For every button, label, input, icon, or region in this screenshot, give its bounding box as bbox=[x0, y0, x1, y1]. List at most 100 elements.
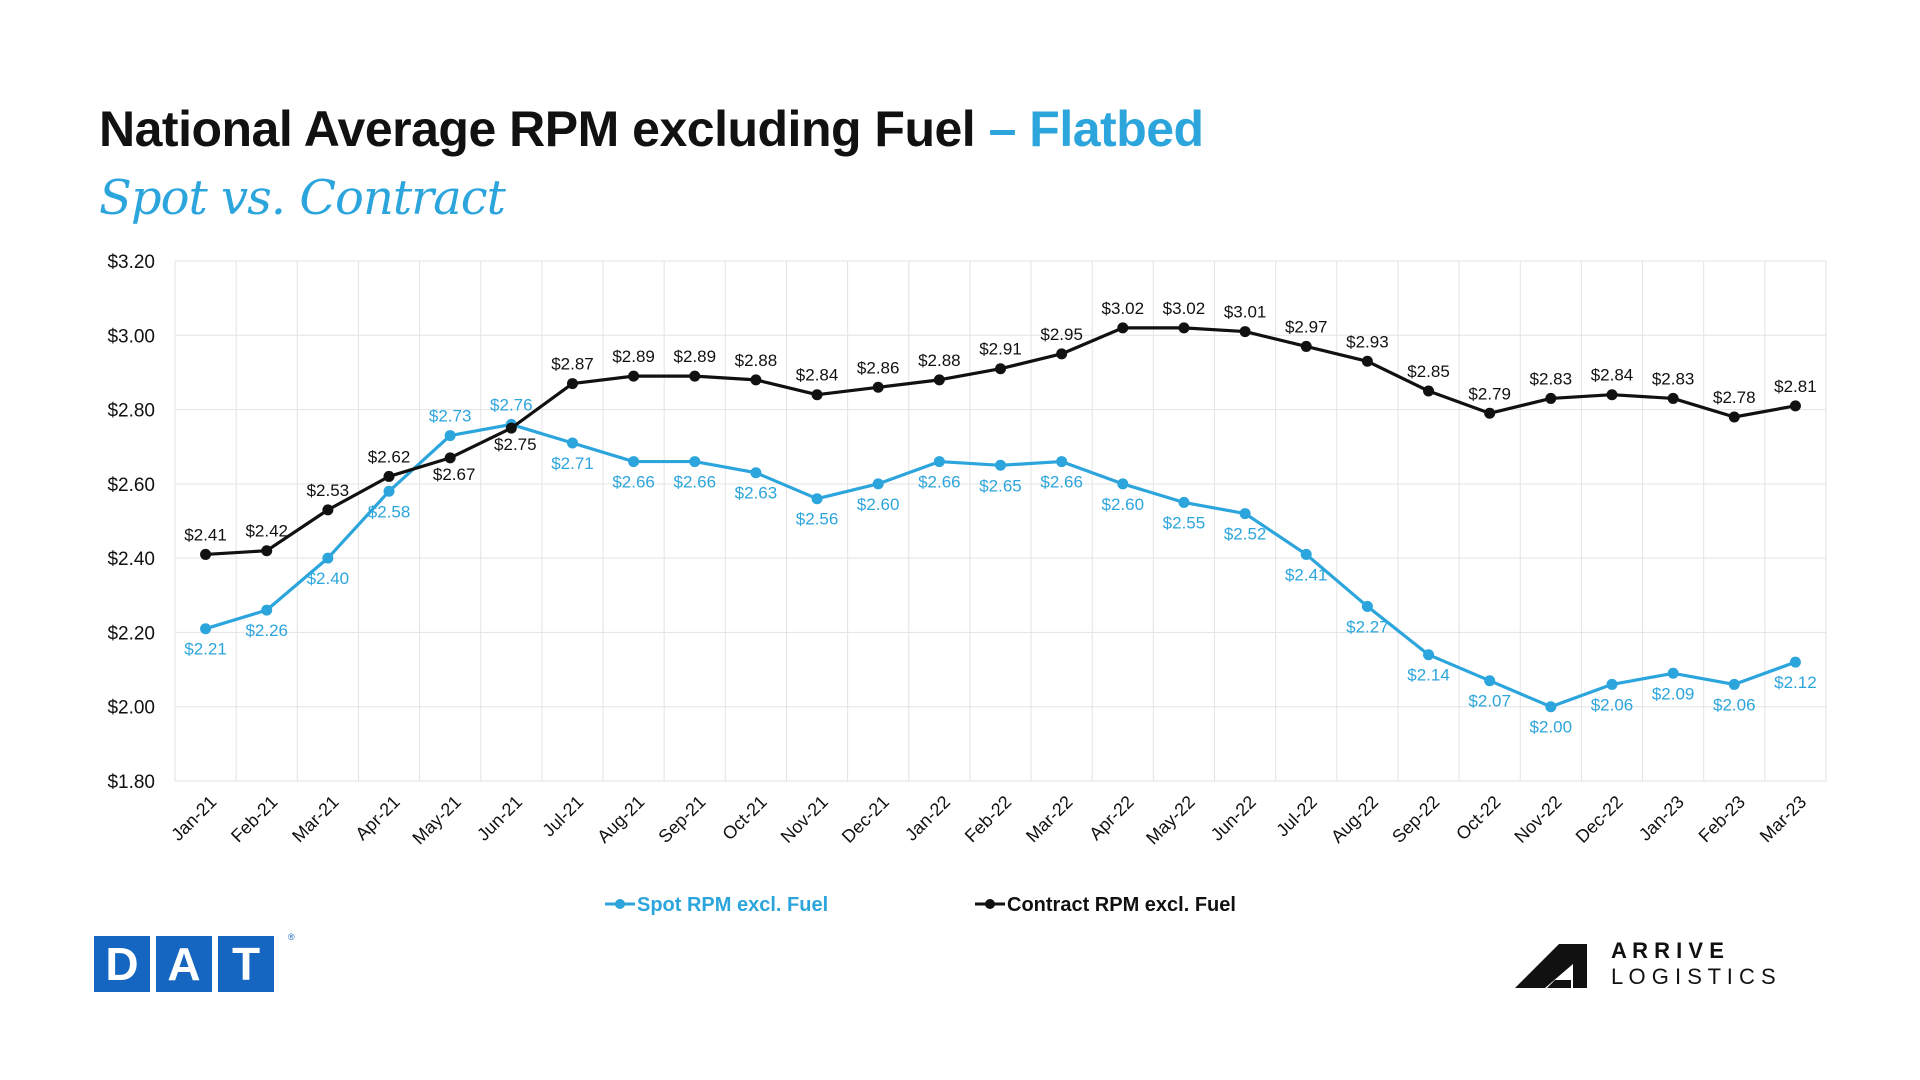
x-tick-label: Feb-22 bbox=[961, 792, 1015, 846]
x-tick-label: Sep-22 bbox=[1388, 792, 1443, 847]
contract-data-point bbox=[1239, 326, 1251, 338]
spot-data-point bbox=[1056, 456, 1068, 468]
contract-data-point bbox=[1606, 389, 1618, 401]
contract-data-point bbox=[811, 389, 823, 401]
spot-data-point bbox=[1667, 667, 1679, 679]
contract-data-label: $2.91 bbox=[979, 340, 1022, 359]
contract-data-label: $2.84 bbox=[1591, 366, 1634, 385]
x-tick-label: Mar-22 bbox=[1022, 792, 1076, 846]
contract-data-label: $2.89 bbox=[612, 347, 655, 366]
arrive-word: A R R I V E bbox=[1611, 938, 1724, 963]
spot-data-label: $2.41 bbox=[1285, 565, 1328, 584]
spot-data-point bbox=[872, 478, 884, 490]
spot-data-point bbox=[383, 485, 395, 497]
spot-data-point bbox=[628, 456, 640, 468]
legend-contract-label: Contract RPM excl. Fuel bbox=[1007, 894, 1236, 916]
contract-data-label: $2.81 bbox=[1774, 377, 1817, 396]
spot-data-label: $2.00 bbox=[1530, 718, 1573, 737]
contract-data-label: $2.85 bbox=[1407, 362, 1450, 381]
spot-data-point bbox=[200, 623, 212, 635]
y-tick-label: $2.40 bbox=[107, 549, 155, 570]
contract-data-point bbox=[1728, 411, 1740, 423]
chart-subtitle: Spot vs. Contract bbox=[99, 170, 506, 226]
x-tick-label: Dec-22 bbox=[1572, 792, 1627, 847]
contract-data-label: $3.01 bbox=[1224, 303, 1267, 322]
spot-data-label: $2.26 bbox=[245, 621, 288, 640]
arrive-logistics-logo: A R R I V E L O G I S T I C S bbox=[1515, 938, 1855, 998]
spot-data-point bbox=[1117, 478, 1129, 490]
contract-data-point bbox=[750, 374, 762, 386]
spot-data-label: $2.07 bbox=[1468, 692, 1511, 711]
spot-data-label: $2.60 bbox=[1102, 495, 1145, 514]
spot-data-label: $2.55 bbox=[1163, 513, 1206, 532]
dat-registered-mark: ® bbox=[288, 932, 295, 942]
spot-data-point bbox=[1361, 600, 1373, 612]
x-tick-label: May-22 bbox=[1142, 792, 1199, 849]
spot-data-point bbox=[1545, 701, 1557, 713]
contract-data-label: $2.95 bbox=[1040, 325, 1083, 344]
x-tick-label: Apr-21 bbox=[351, 792, 403, 844]
contract-data-point bbox=[383, 470, 395, 482]
spot-data-label: $2.06 bbox=[1713, 695, 1756, 714]
contract-data-point bbox=[1361, 355, 1373, 367]
spot-data-point bbox=[689, 456, 701, 468]
x-tick-label: Jun-22 bbox=[1207, 792, 1260, 845]
contract-data-label: $2.79 bbox=[1468, 384, 1511, 403]
contract-data-point bbox=[872, 381, 884, 393]
logistics-word: L O G I S T I C S bbox=[1611, 964, 1776, 989]
x-tick-label: Feb-23 bbox=[1695, 792, 1749, 846]
contract-data-point bbox=[1117, 322, 1129, 334]
spot-data-label: $2.40 bbox=[307, 569, 350, 588]
spot-data-point bbox=[566, 437, 578, 449]
spot-data-point bbox=[1728, 678, 1740, 690]
x-tick-label: Aug-22 bbox=[1327, 792, 1382, 847]
contract-data-label: $2.97 bbox=[1285, 317, 1328, 336]
spot-data-point bbox=[1423, 649, 1435, 661]
spot-data-point bbox=[1300, 548, 1312, 560]
contract-data-point bbox=[933, 374, 945, 386]
contract-data-label: $2.93 bbox=[1346, 332, 1389, 351]
x-tick-label: Aug-21 bbox=[593, 792, 648, 847]
y-tick-label: $2.80 bbox=[107, 401, 155, 422]
spot-data-point bbox=[1178, 496, 1190, 508]
dat-logo: D A T ® bbox=[94, 932, 295, 992]
x-tick-label: Jul-22 bbox=[1272, 792, 1321, 841]
contract-data-point bbox=[689, 370, 701, 382]
contract-data-point bbox=[1056, 348, 1068, 360]
spot-data-label: $2.66 bbox=[1040, 473, 1083, 492]
spot-data-point bbox=[995, 459, 1006, 471]
x-tick-label: Apr-22 bbox=[1085, 792, 1137, 844]
spot-data-point bbox=[933, 456, 945, 468]
x-tick-label: Jan-22 bbox=[901, 792, 954, 845]
contract-data-label: $2.42 bbox=[245, 522, 288, 541]
spot-data-label: $2.58 bbox=[368, 502, 411, 521]
contract-data-point bbox=[1789, 400, 1801, 412]
chart-title: National Average RPM excluding Fuel – Fl… bbox=[99, 100, 1204, 158]
spot-data-label: $2.06 bbox=[1591, 695, 1634, 714]
spot-data-point bbox=[322, 552, 334, 564]
contract-data-label: $2.89 bbox=[673, 347, 716, 366]
legend-spot-label: Spot RPM excl. Fuel bbox=[637, 894, 828, 916]
contract-data-point bbox=[261, 545, 273, 557]
arrive-mark-icon bbox=[1515, 944, 1587, 988]
x-tick-label: Nov-21 bbox=[777, 792, 832, 847]
spot-data-label: $2.71 bbox=[551, 454, 594, 473]
x-tick-label: Dec-21 bbox=[838, 792, 893, 847]
x-tick-label: Feb-21 bbox=[227, 792, 281, 846]
spot-data-point bbox=[750, 467, 762, 479]
contract-data-point bbox=[1545, 392, 1557, 404]
contract-data-point bbox=[1667, 392, 1679, 404]
x-tick-label: Oct-22 bbox=[1452, 792, 1504, 844]
x-tick-label: Oct-21 bbox=[718, 792, 770, 844]
x-tick-label: Sep-21 bbox=[654, 792, 709, 847]
x-tick-label: Mar-21 bbox=[288, 792, 342, 846]
title-accent: – Flatbed bbox=[988, 101, 1204, 157]
contract-data-point bbox=[1423, 385, 1435, 397]
spot-data-label: $2.27 bbox=[1346, 617, 1389, 636]
contract-data-label: $2.67 bbox=[433, 465, 476, 484]
spot-data-label: $2.66 bbox=[673, 473, 716, 492]
contract-data-point bbox=[1178, 322, 1190, 334]
spot-data-label: $2.56 bbox=[796, 510, 839, 529]
contract-data-label: $2.88 bbox=[918, 351, 961, 370]
